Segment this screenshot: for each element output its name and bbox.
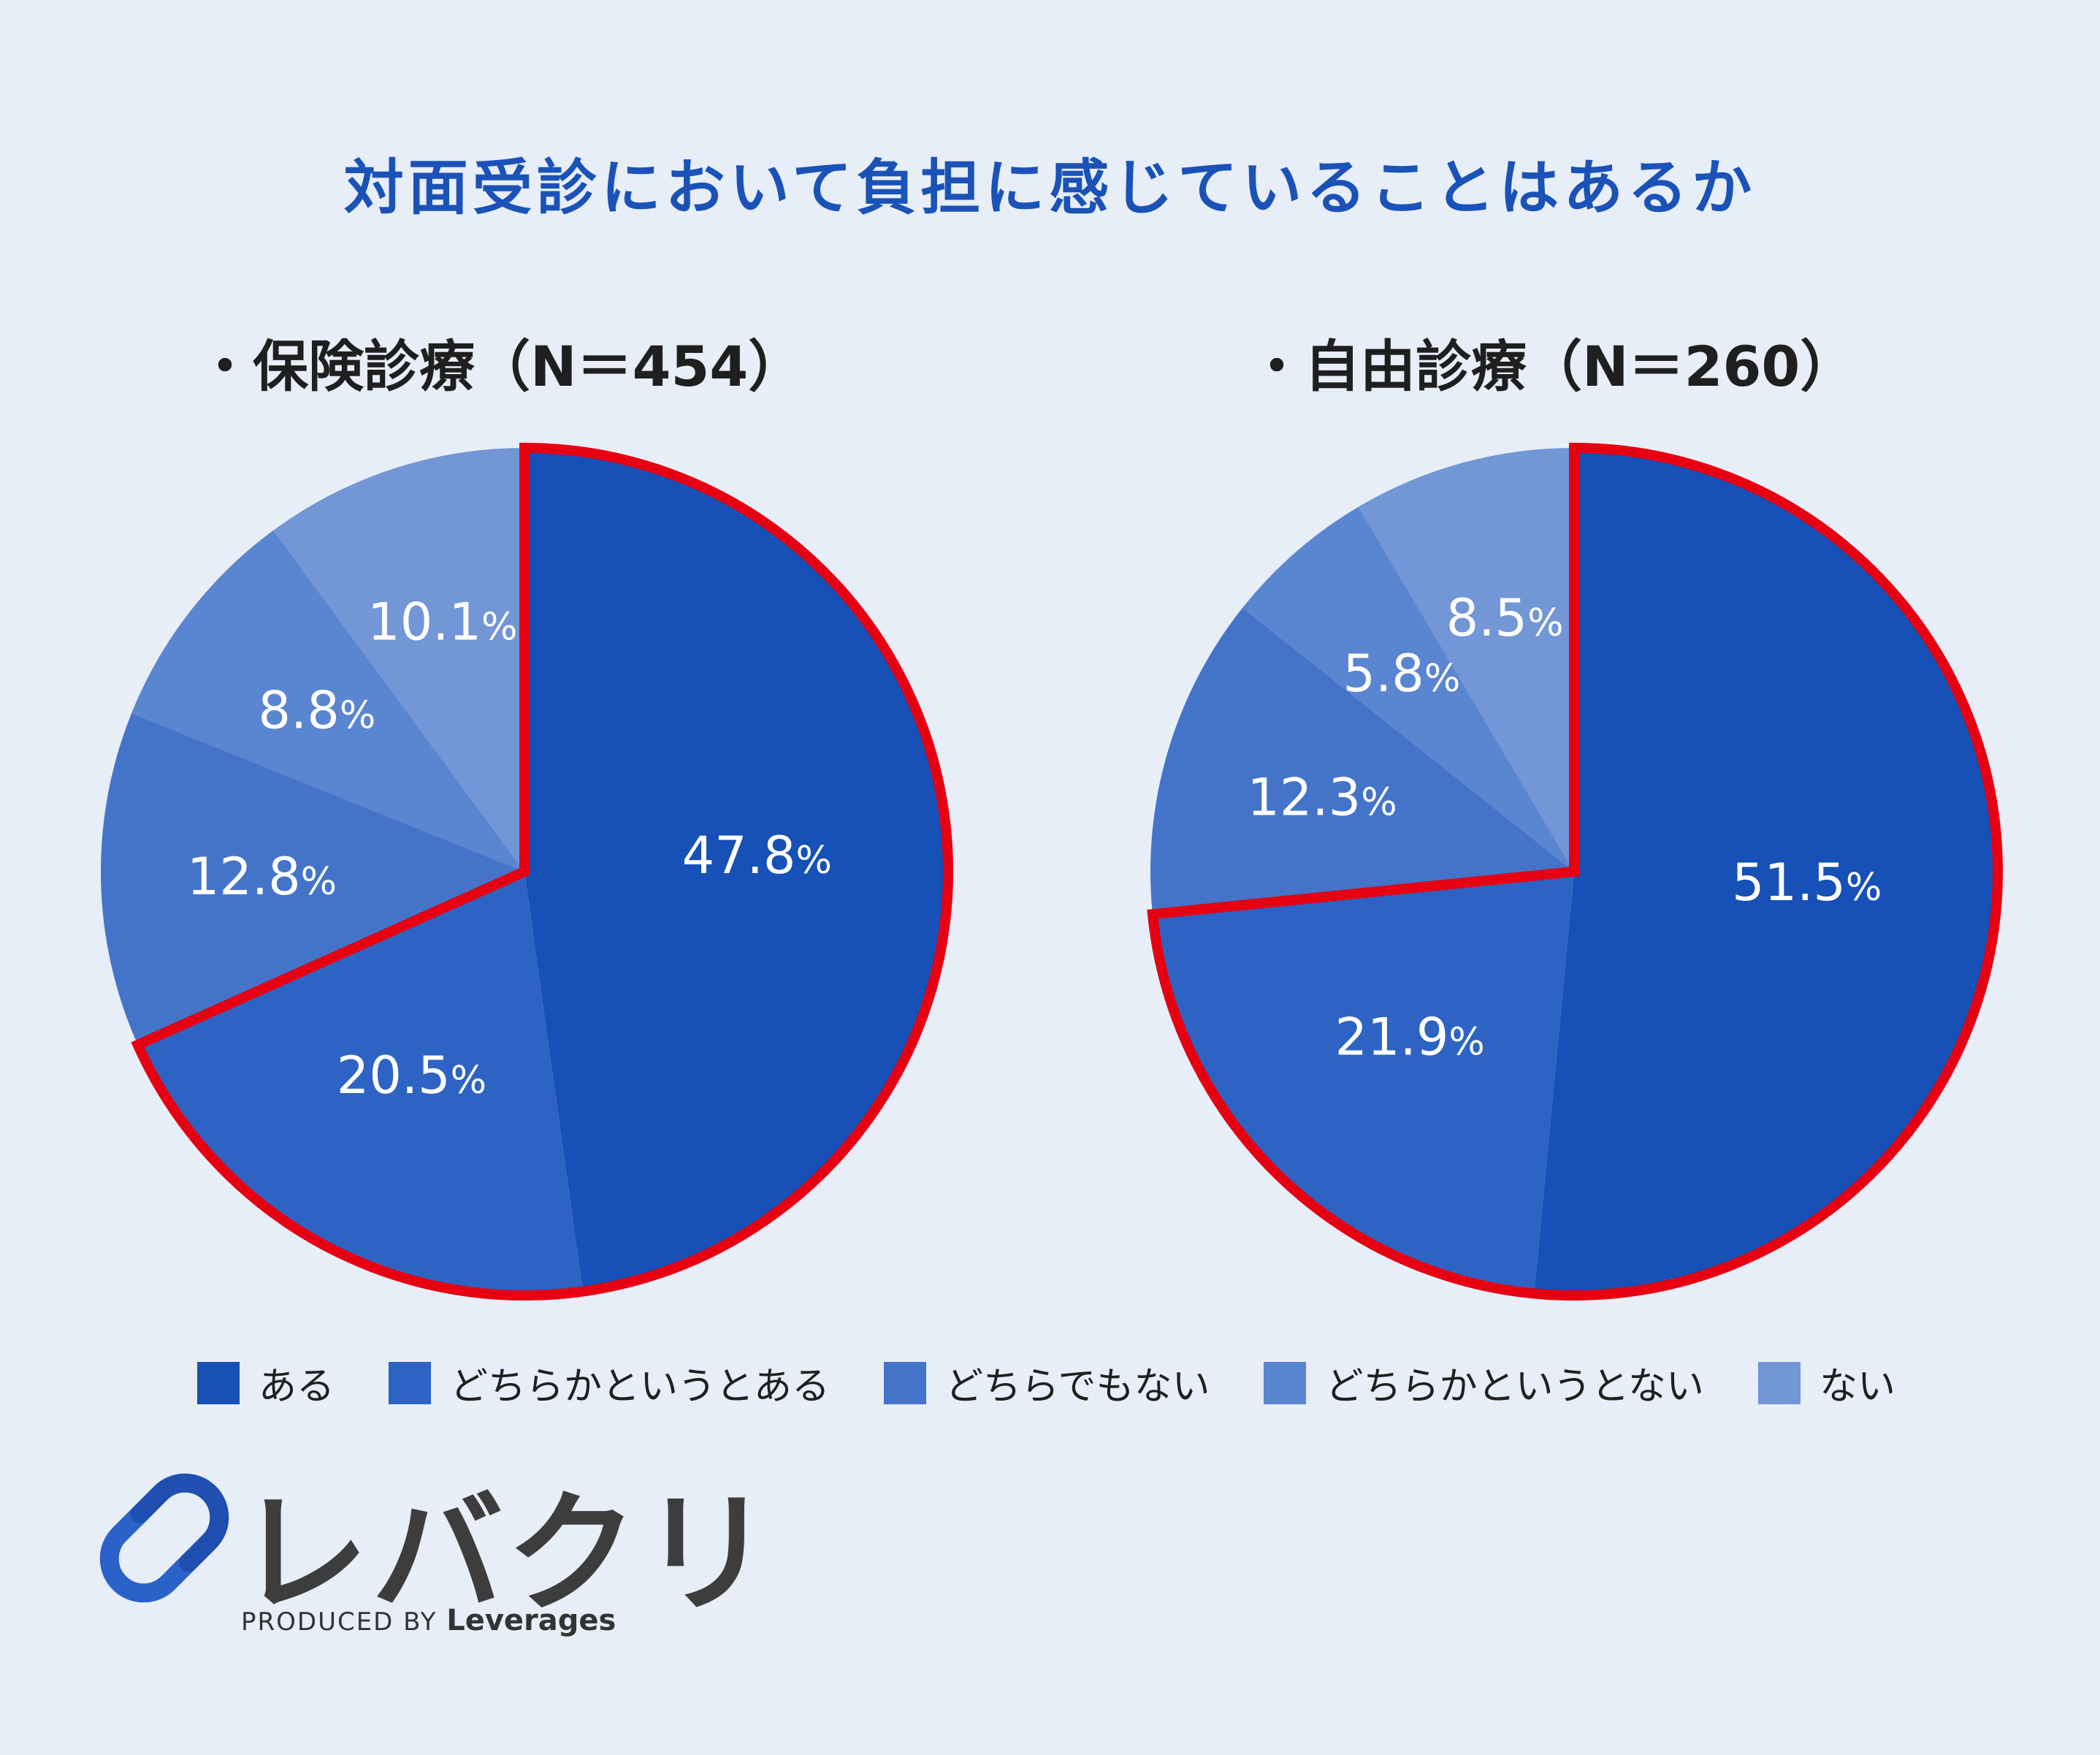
- pie-slice: [1242, 506, 1574, 872]
- legend-swatch: [1264, 1361, 1307, 1404]
- legend-swatch: [884, 1361, 927, 1404]
- legend-swatch: [197, 1361, 240, 1404]
- capsule-logo-icon: [99, 1473, 229, 1603]
- legend-label: どちらでもない: [945, 1365, 1210, 1409]
- legend-item: どちらでもない: [884, 1355, 1210, 1410]
- legend-item: どちらかというとない: [1264, 1355, 1704, 1410]
- pie-slice: [273, 448, 524, 872]
- legend-swatch: [389, 1361, 432, 1404]
- produced-by-text: PRODUCED BY: [241, 1607, 438, 1637]
- pie-title-insurance: ・保険診療（N＝454）: [197, 334, 804, 399]
- legend-label: ない: [1819, 1365, 1895, 1409]
- legend-item: ない: [1757, 1355, 1895, 1410]
- pie-slice: [1534, 448, 1998, 1295]
- logo-produced-by: PRODUCED BY Leverages: [241, 1604, 616, 1637]
- legend-label: ある: [259, 1365, 335, 1409]
- chart-title: 対面受診において負担に感じていることはあるか: [343, 153, 1757, 223]
- legend-label: どちらかというとない: [1325, 1365, 1704, 1409]
- legend-item: どちらかというとある: [389, 1355, 830, 1410]
- pie-chart: 51.5%21.9%12.3%5.8%8.5%: [1147, 442, 2003, 1301]
- legend-swatch: [1757, 1361, 1801, 1404]
- legend: ある どちらかというとある どちらでもない どちらかというとない ない: [197, 1355, 1950, 1410]
- slice-label: 47.8%: [682, 826, 832, 886]
- legend-item: ある: [197, 1355, 335, 1410]
- pie-slice: [1358, 448, 1574, 872]
- brand-logo: レバクリ PRODUCED BY Leverages: [95, 1469, 772, 1637]
- pie-chart: 47.8%20.5%12.8%8.8%10.1%: [100, 442, 953, 1301]
- pie-title-private: ・自由診療（N＝260）: [1249, 334, 1856, 399]
- highlight-outline: [131, 442, 953, 1301]
- logo-name: レバクリ: [237, 1478, 776, 1631]
- pie-slice: [100, 713, 524, 1046]
- pie-slice: [1152, 872, 1574, 1294]
- legend-label: どちらかというとある: [450, 1365, 831, 1409]
- pie-labels: 51.5%21.9%12.3%5.8%8.5%: [1247, 588, 1882, 1067]
- brand-name: Leverages: [446, 1604, 616, 1637]
- slice-label: 10.1%: [367, 592, 517, 652]
- pie-slice: [131, 530, 525, 872]
- highlight-outline: [1147, 442, 2003, 1301]
- pie-slice: [1150, 607, 1574, 915]
- pie-slice: [524, 448, 949, 1292]
- pie-charts: 47.8%20.5%12.8%8.8%10.1% 51.5%21.9%12.3%5…: [100, 442, 2003, 1301]
